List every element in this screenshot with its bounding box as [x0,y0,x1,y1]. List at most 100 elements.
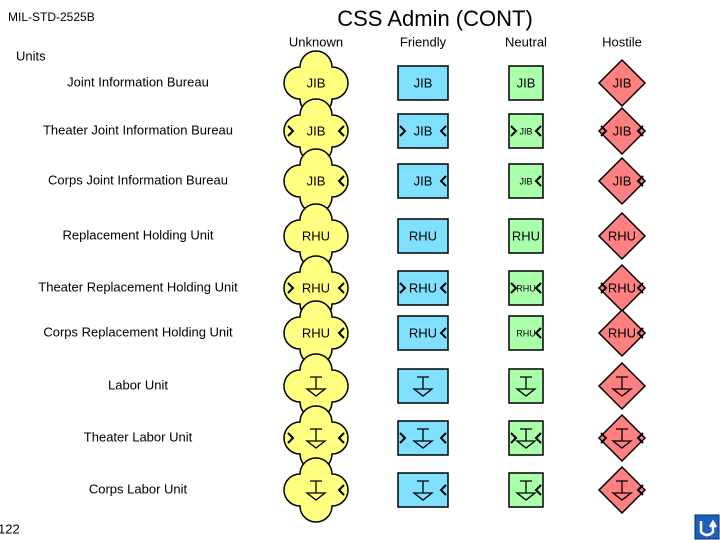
echelon-modifier [399,432,407,444]
row-label: Corps Joint Information Bureau [48,172,228,187]
echelon-modifier [337,125,345,137]
labor-icon [611,376,633,397]
unknown-frame [283,98,349,164]
hostile-frame [597,156,647,206]
labor-icon [515,480,537,501]
echelon-modifier [337,282,345,294]
unknown-frame [283,148,349,214]
labor-icon [515,428,537,449]
symbol-text: JIB [307,123,326,138]
column-header: Hostile [602,34,642,49]
echelon-modifier [636,282,644,294]
echelon-modifier [636,175,644,187]
echelon-modifier [534,432,542,444]
labor-icon [412,428,434,449]
symbol-text: JIB [519,176,532,186]
symbol-text: RHU [608,325,636,340]
echelon-modifier [439,125,447,137]
nav-button-arrow[interactable] [699,519,718,537]
symbol-text: RHU [409,228,437,243]
labor-icon [515,376,537,397]
echelon-modifier [287,282,295,294]
doc-id: MIL-STD-2525B [8,10,95,24]
echelon-modifier [337,484,345,496]
echelon-modifier [600,125,608,137]
echelon-modifier [636,327,644,339]
echelon-modifier [510,125,518,137]
symbol-text: JIB [414,75,433,90]
echelon-modifier [636,484,644,496]
labor-icon [611,480,633,501]
labor-icon [412,480,434,501]
echelon-modifier [636,125,644,137]
labor-icon [412,376,434,397]
friendly-frame [397,65,449,101]
column-header: Friendly [400,34,447,49]
row-header: Units [16,48,46,63]
symbol-text: JIB [307,75,326,90]
echelon-modifier [534,175,542,187]
neutral-frame [508,218,544,254]
symbol-text: JIB [613,123,632,138]
symbol-text: JIB [613,173,632,188]
echelon-modifier [439,175,447,187]
labor-icon [305,428,327,449]
neutral-frame [508,65,544,101]
echelon-modifier [337,432,345,444]
hostile-frame [597,308,647,358]
hostile-frame [597,58,647,108]
symbol-text: RHU [302,325,330,340]
row-label: Replacement Holding Unit [62,227,213,242]
hostile-frame [597,211,647,261]
echelon-modifier [510,282,518,294]
symbol-text: RHU [512,228,540,243]
symbol-text: JIB [414,123,433,138]
row-label: Theater Labor Unit [84,429,193,444]
echelon-modifier [337,327,345,339]
echelon-modifier [439,282,447,294]
row-label: Theater Joint Information Bureau [43,122,233,137]
labor-icon [611,428,633,449]
echelon-modifier [534,282,542,294]
echelon-modifier [399,125,407,137]
unknown-frame [283,255,349,321]
echelon-modifier [510,432,518,444]
column-header: Unknown [289,34,343,49]
slide-title: CSS Admin (CONT) [337,6,533,31]
symbol-text: RHU [409,280,437,295]
symbol-text: RHU [409,325,437,340]
friendly-frame [397,315,449,351]
row-label: Joint Information Bureau [67,74,209,89]
row-label: Corps Replacement Holding Unit [43,324,233,339]
labor-icon [305,376,327,397]
row-label: Theater Replacement Holding Unit [38,279,238,294]
page-number: 122 [0,521,20,536]
symbol-text: RHU [516,328,536,338]
echelon-modifier [600,432,608,444]
friendly-frame [397,218,449,254]
symbol-text: JIB [613,75,632,90]
row-label: Corps Labor Unit [89,481,188,496]
column-header: Neutral [505,34,547,49]
echelon-modifier [439,484,447,496]
echelon-modifier [287,125,295,137]
unknown-frame [283,203,349,269]
symbol-text: JIB [307,173,326,188]
echelon-modifier [399,282,407,294]
unknown-frame [283,300,349,366]
echelon-modifier [636,432,644,444]
labor-icon [305,480,327,501]
nav-button[interactable] [694,514,720,540]
echelon-modifier [600,282,608,294]
echelon-modifier [534,327,542,339]
echelon-modifier [337,175,345,187]
symbol-text: RHU [302,228,330,243]
echelon-modifier [534,484,542,496]
unknown-frame [283,50,349,116]
hostile-frame [597,106,647,156]
symbol-text: JIB [414,173,433,188]
row-label: Labor Unit [108,377,168,392]
symbol-text: JIB [519,126,532,136]
